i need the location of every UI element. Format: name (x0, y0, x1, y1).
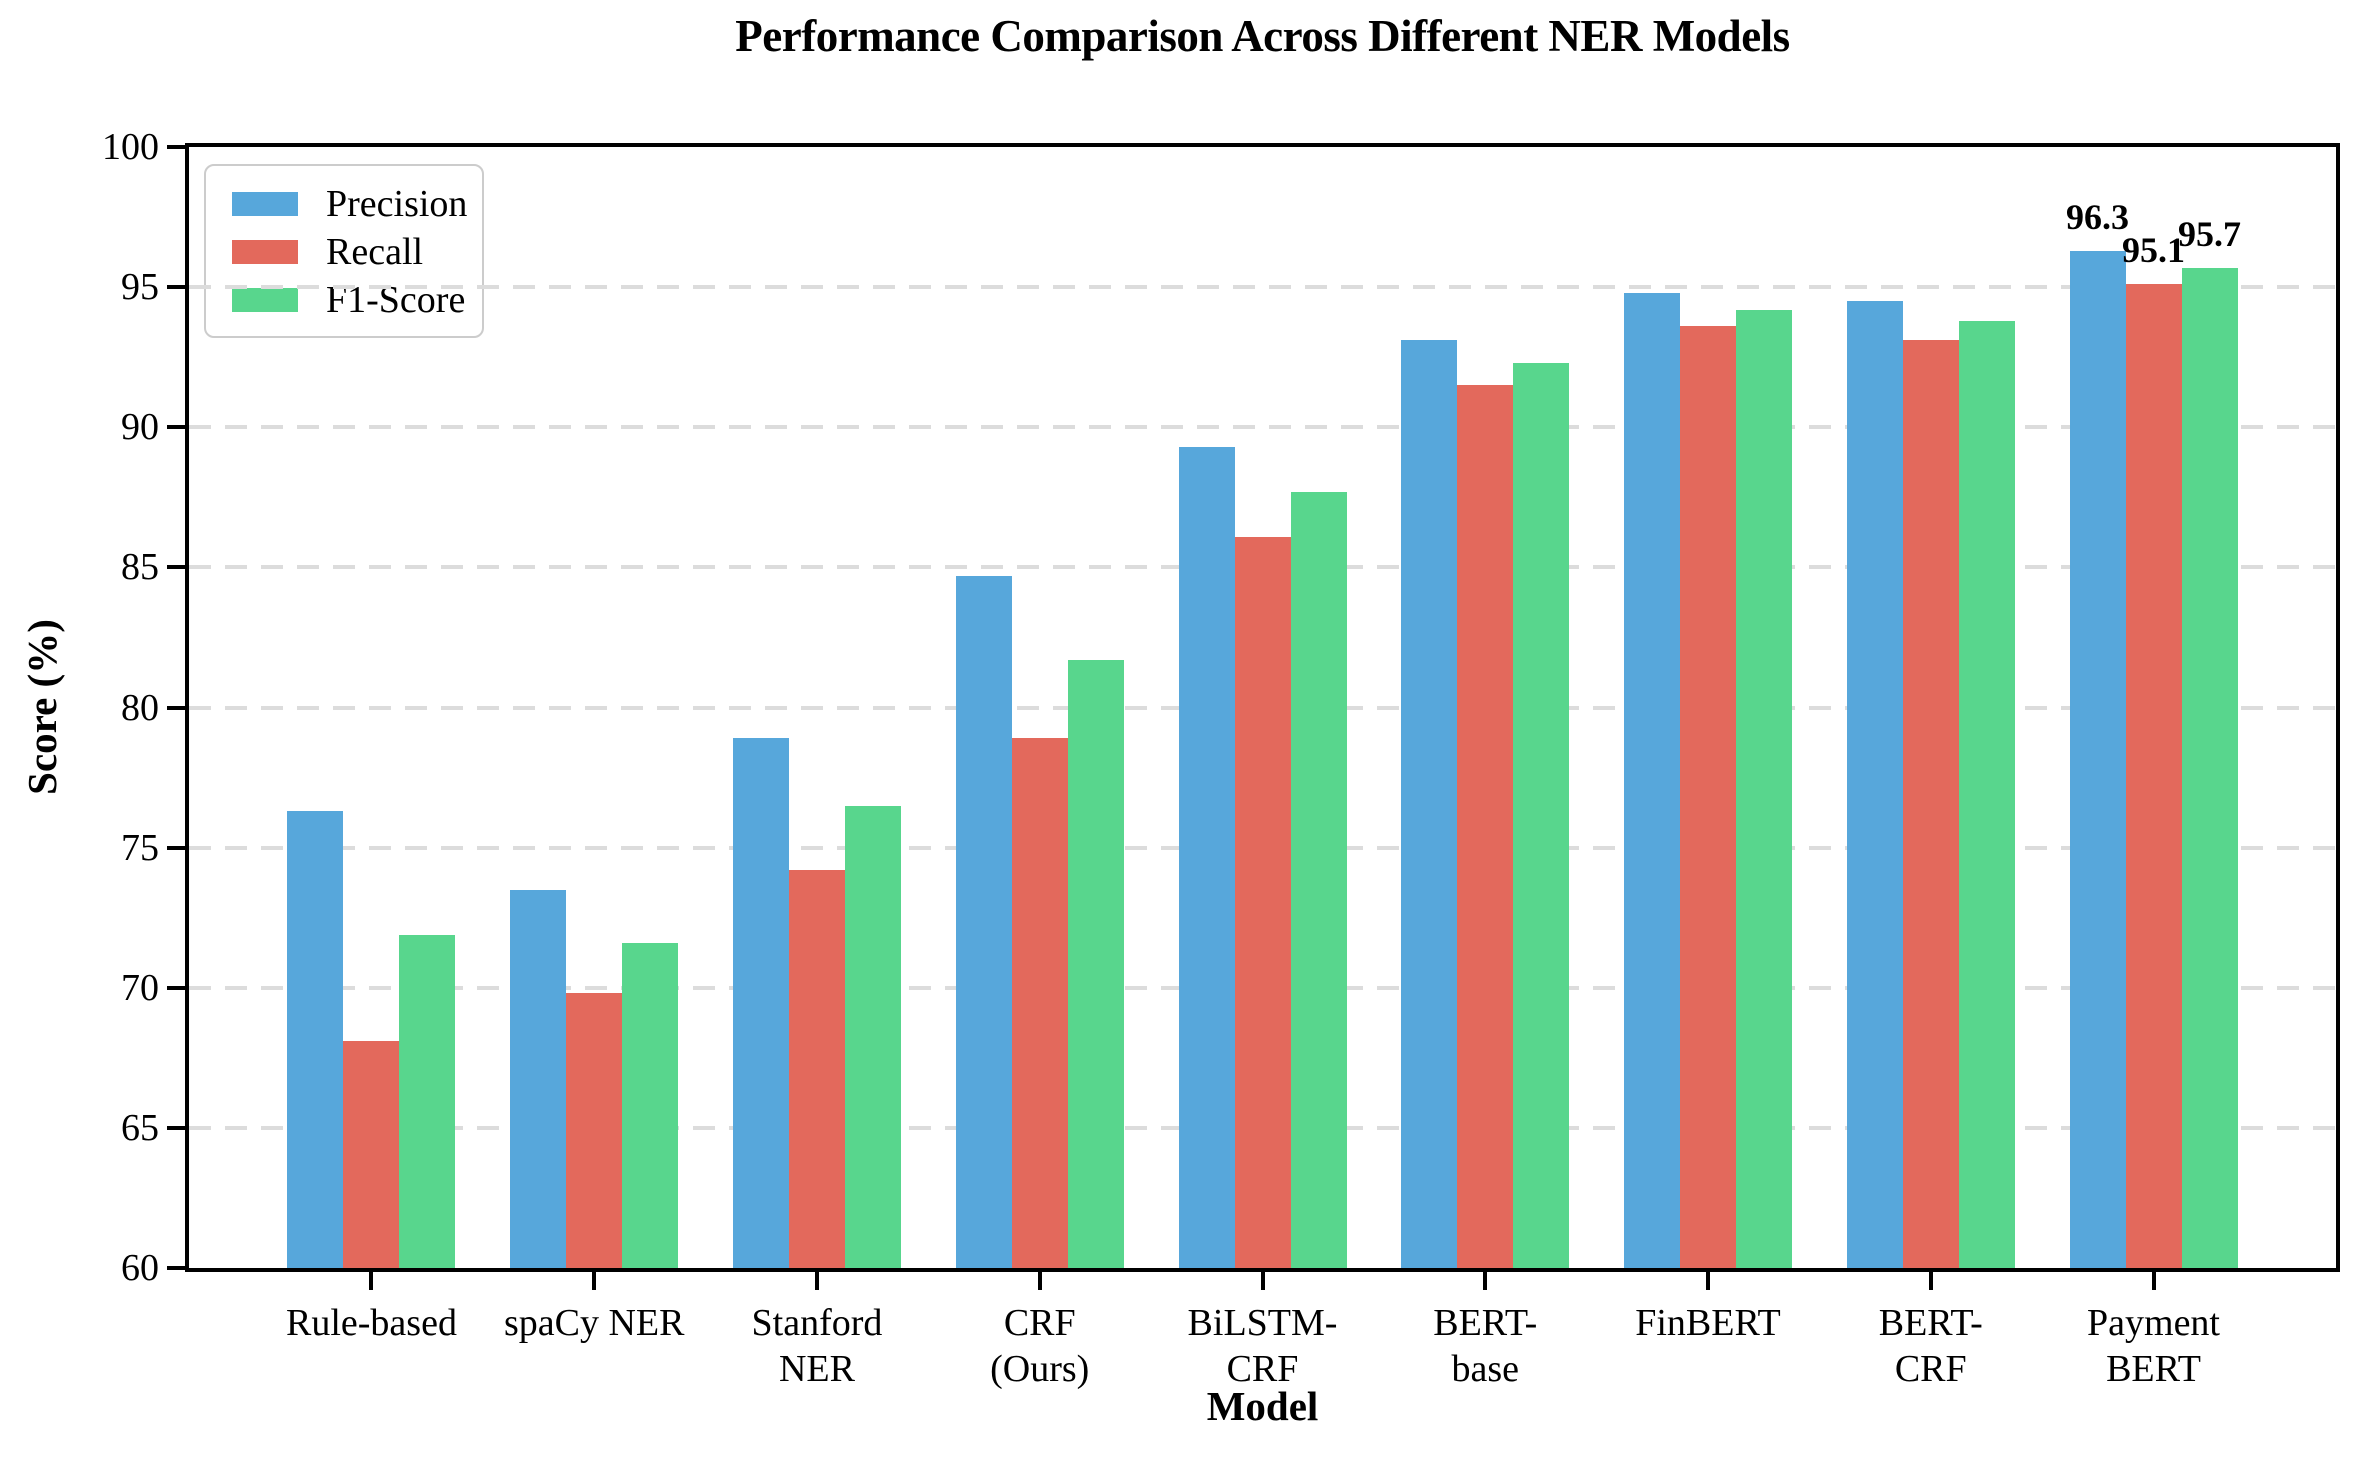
bar-value-label: 96.3 (2066, 196, 2129, 237)
bar-f1-score (844, 805, 901, 1268)
x-tick-label: BiLSTM- CRF (1187, 1302, 1338, 1391)
plot-area: Model Precision Recall F1-Score 60 65 70 75… (102, 128, 2340, 1429)
x-tick-label: Rule-based (286, 1302, 457, 1344)
x-tick-label: BERT- base (1433, 1302, 1538, 1391)
bar-recall (1011, 738, 1068, 1268)
gridline (189, 425, 2336, 430)
bar-f1-score (1736, 309, 1792, 1268)
precision-swatch-icon (232, 192, 298, 216)
x-tick-mark (1483, 1272, 1488, 1290)
bar-precision (1624, 292, 1680, 1268)
legend-item-f1score: F1-Score (232, 276, 482, 324)
y-tick-label: 95 (121, 266, 159, 309)
x-tick-label: BERT- CRF (1878, 1302, 1983, 1391)
bar-recall (788, 870, 845, 1268)
bar-precision (1178, 446, 1235, 1268)
y-tick-mark (167, 1266, 185, 1270)
x-tick-mark (1706, 1272, 1710, 1290)
y-tick-mark (167, 985, 185, 990)
bar-recall (1457, 385, 1514, 1268)
legend-label: Precision (326, 183, 468, 225)
y-tick-mark (167, 1125, 185, 1130)
y-tick-mark (167, 425, 185, 430)
x-tick-mark (2151, 1272, 2156, 1290)
y-tick-label: 65 (121, 1106, 159, 1149)
legend-label: Recall (326, 231, 424, 273)
bar-precision (1401, 340, 1458, 1268)
y-tick-mark (167, 565, 185, 570)
bar-precision (732, 738, 789, 1268)
y-axis-label: Score (%) (19, 619, 65, 795)
bar-precision (955, 575, 1012, 1268)
chart-title: Performance Comparison Across Different … (735, 11, 1790, 61)
bar-recall (1902, 340, 1959, 1268)
bar-f1-score (2181, 267, 2238, 1268)
bar-f1-score (1958, 320, 2015, 1268)
x-tick-mark (814, 1272, 819, 1290)
x-axis-label: Model (1206, 1383, 1319, 1429)
bar-precision (287, 811, 344, 1268)
bar-recall (343, 1041, 400, 1268)
bar-recall (1680, 326, 1736, 1268)
y-tick-label: 100 (102, 126, 159, 168)
bar-f1-score (399, 934, 456, 1268)
bar-value-label: 95.7 (2178, 213, 2241, 254)
y-tick-label: 60 (121, 1247, 159, 1289)
y-tick-mark (167, 705, 185, 710)
legend-item-precision: Precision (232, 180, 482, 228)
recall-swatch-icon (232, 240, 298, 264)
x-tick-label: CRF (Ours) (990, 1302, 1090, 1391)
legend-item-recall: Recall (232, 228, 482, 276)
x-tick-mark (1260, 1272, 1265, 1290)
x-tick-mark (1928, 1272, 1933, 1290)
x-tick-mark (592, 1272, 597, 1290)
x-tick-mark (1037, 1272, 1042, 1290)
bar-f1-score (1290, 491, 1347, 1268)
bar-f1-score (622, 942, 679, 1268)
y-tick-label: 85 (121, 546, 159, 589)
y-tick-label: 75 (121, 826, 159, 869)
bar-value-label: 95.1 (2122, 230, 2185, 271)
bar-recall (566, 993, 623, 1268)
bar-precision (2069, 250, 2126, 1268)
bar-precision (1846, 301, 1903, 1268)
gridline (189, 285, 2336, 290)
bar-f1-score (1067, 659, 1124, 1268)
y-tick-mark (167, 145, 185, 149)
y-tick-label: 80 (121, 686, 159, 729)
y-tick-mark (167, 845, 185, 850)
bar-recall (1234, 536, 1291, 1268)
x-tick-label: spaCy NER (503, 1302, 685, 1344)
x-tick-mark (369, 1272, 374, 1290)
x-tick-label: Payment BERT (2087, 1302, 2220, 1391)
bar-precision (510, 889, 567, 1268)
legend: Precision Recall F1-Score (204, 164, 484, 338)
x-tick-label: FinBERT (1635, 1302, 1781, 1344)
f1score-swatch-icon (232, 288, 298, 312)
bar-recall (2125, 284, 2182, 1268)
y-tick-label: 70 (121, 966, 159, 1009)
y-tick-label: 90 (121, 406, 159, 449)
x-tick-label: Stanford NER (751, 1302, 883, 1391)
y-tick-mark (167, 285, 185, 290)
bar-f1-score (1513, 362, 1570, 1268)
